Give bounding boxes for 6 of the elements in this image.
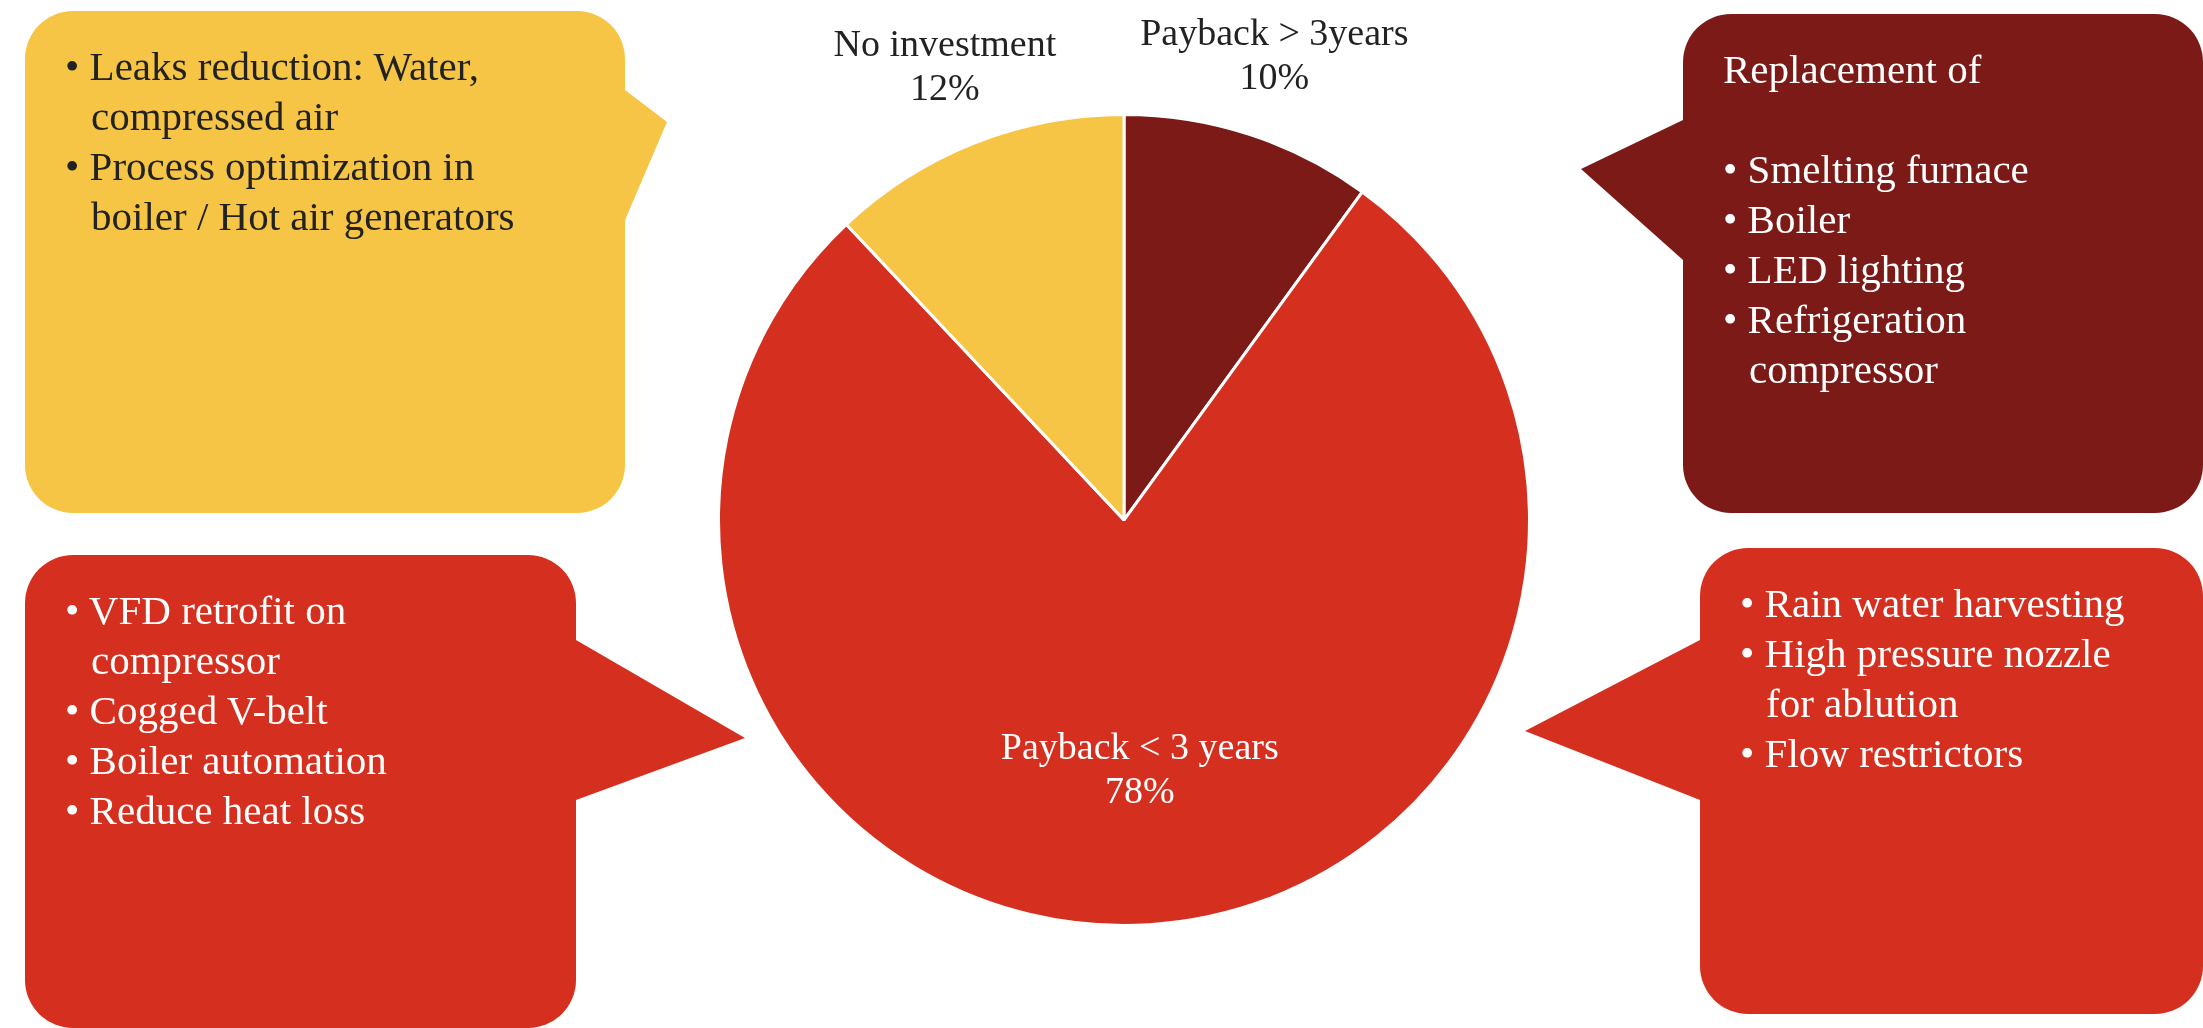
data-label: 78% — [1104, 768, 1175, 811]
slice-label: Payback > 3years — [1140, 11, 1409, 54]
data-label: 12% — [910, 65, 980, 108]
slice-label: Payback < 3 years — [1000, 724, 1279, 767]
slice-label: No investment — [833, 21, 1057, 64]
data-label: 10% — [1239, 55, 1310, 98]
